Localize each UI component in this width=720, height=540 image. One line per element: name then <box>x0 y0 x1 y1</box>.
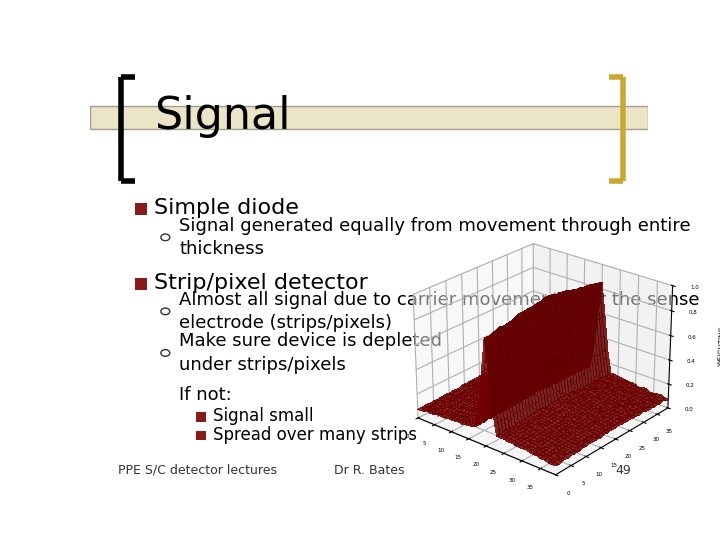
Text: Signal small: Signal small <box>213 407 313 425</box>
Text: 49: 49 <box>616 464 631 477</box>
Text: Dr R. Bates: Dr R. Bates <box>334 464 404 477</box>
Text: Spread over many strips: Spread over many strips <box>213 426 417 444</box>
Text: Signal: Signal <box>154 95 291 138</box>
Text: If not:: If not: <box>179 386 232 404</box>
Bar <box>196 413 206 422</box>
Text: PPE S/C detector lectures: PPE S/C detector lectures <box>118 464 277 477</box>
Bar <box>135 278 147 290</box>
FancyBboxPatch shape <box>90 106 648 129</box>
Bar <box>196 431 206 440</box>
Text: Make sure device is depleted
under strips/pixels: Make sure device is depleted under strip… <box>179 332 442 374</box>
Bar <box>135 203 147 215</box>
Text: Simple diode: Simple diode <box>154 198 299 218</box>
Text: Signal generated equally from movement through entire
thickness: Signal generated equally from movement t… <box>179 217 691 258</box>
Text: Strip/pixel detector: Strip/pixel detector <box>154 273 368 293</box>
Text: Almost all signal due to carrier movement near the sense
electrode (strips/pixel: Almost all signal due to carrier movemen… <box>179 291 700 332</box>
